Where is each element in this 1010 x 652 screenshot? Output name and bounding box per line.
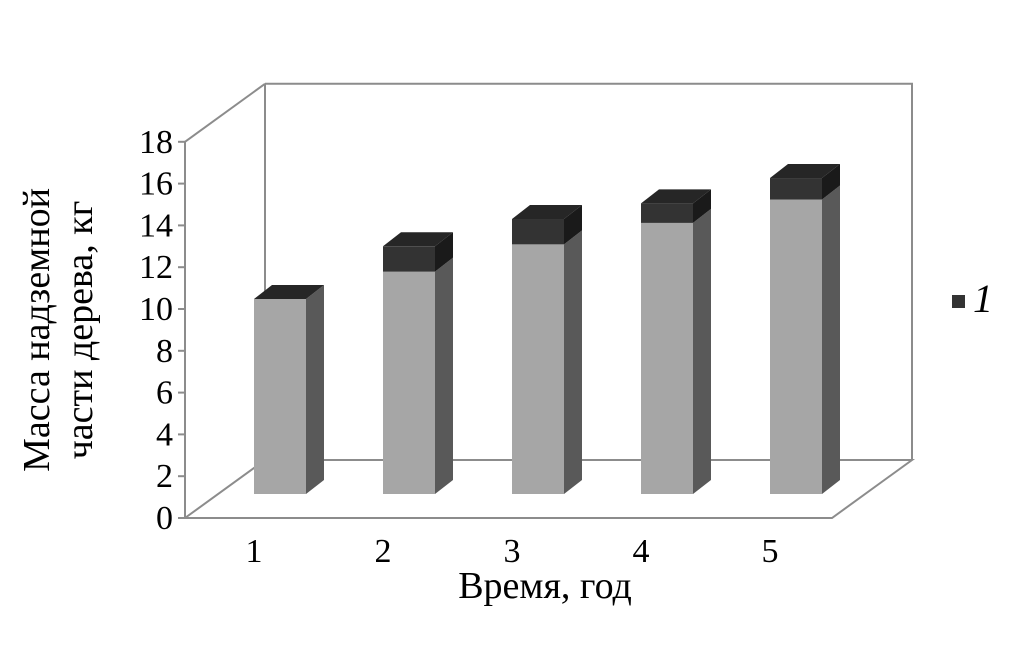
legend-swatch bbox=[952, 295, 965, 308]
bar-lower-side-2 bbox=[435, 257, 453, 494]
bar-lower-5 bbox=[770, 199, 822, 494]
x-tick-label: 1 bbox=[246, 533, 263, 570]
y-axis-title-line-2: части дерева, кг bbox=[59, 201, 101, 460]
bar-upper-4 bbox=[641, 203, 693, 223]
bar-upper-side-2 bbox=[435, 232, 453, 272]
bars bbox=[254, 164, 840, 495]
bar-lower-side-4 bbox=[693, 208, 711, 494]
y-axis-ticks: 0 2 4 6 8 10 12 14 16 18 bbox=[139, 124, 185, 537]
x-tick-label: 5 bbox=[762, 533, 779, 570]
bar-lower-3 bbox=[512, 244, 564, 494]
bar-upper-5 bbox=[770, 178, 822, 200]
back-wall bbox=[265, 82, 913, 460]
bar-upper-3 bbox=[512, 219, 564, 245]
y-tick-label: 18 bbox=[139, 124, 173, 161]
floor bbox=[181, 459, 916, 519]
bar-lower-1 bbox=[254, 298, 306, 494]
bar-upper-2 bbox=[383, 246, 435, 272]
bar-lower-2 bbox=[383, 271, 435, 494]
bar-top-5 bbox=[770, 164, 840, 179]
y-tick-label: 0 bbox=[156, 500, 173, 537]
bar-lower-side-5 bbox=[822, 185, 840, 494]
x-tick-label: 2 bbox=[375, 533, 392, 570]
y-axis-title-line-1: Масса надземной bbox=[16, 188, 58, 472]
y-tick-label: 16 bbox=[139, 166, 173, 203]
y-tick-label: 10 bbox=[139, 291, 173, 328]
bar-top-1 bbox=[254, 284, 324, 299]
y-tick-label: 6 bbox=[156, 375, 173, 412]
chart-walls bbox=[181, 82, 916, 519]
x-tick-label: 4 bbox=[633, 533, 650, 570]
side-wall-top-edge bbox=[184, 82, 266, 143]
y-tick-label: 2 bbox=[156, 458, 173, 495]
bar-upper-side-4 bbox=[693, 189, 711, 223]
bar-lower-side-1 bbox=[306, 284, 324, 494]
y-tick-label: 4 bbox=[156, 416, 173, 453]
x-axis-title: Время, год bbox=[458, 565, 632, 607]
bar-upper-side-5 bbox=[822, 164, 840, 200]
y-tick-label: 8 bbox=[156, 333, 173, 370]
bar-upper-side-3 bbox=[564, 205, 582, 245]
bar-top-4 bbox=[641, 189, 711, 204]
bar-top-2 bbox=[383, 232, 453, 247]
x-tick-label: 3 bbox=[504, 533, 521, 570]
legend-label: 1 bbox=[973, 276, 993, 321]
x-axis-ticks: 1 2 3 4 5 bbox=[246, 533, 779, 570]
bar-lower-4 bbox=[641, 222, 693, 494]
bar-top-3 bbox=[512, 205, 582, 220]
bar-lower-side-3 bbox=[564, 230, 582, 495]
y-tick-label: 12 bbox=[139, 249, 173, 286]
y-tick-label: 14 bbox=[139, 207, 173, 244]
